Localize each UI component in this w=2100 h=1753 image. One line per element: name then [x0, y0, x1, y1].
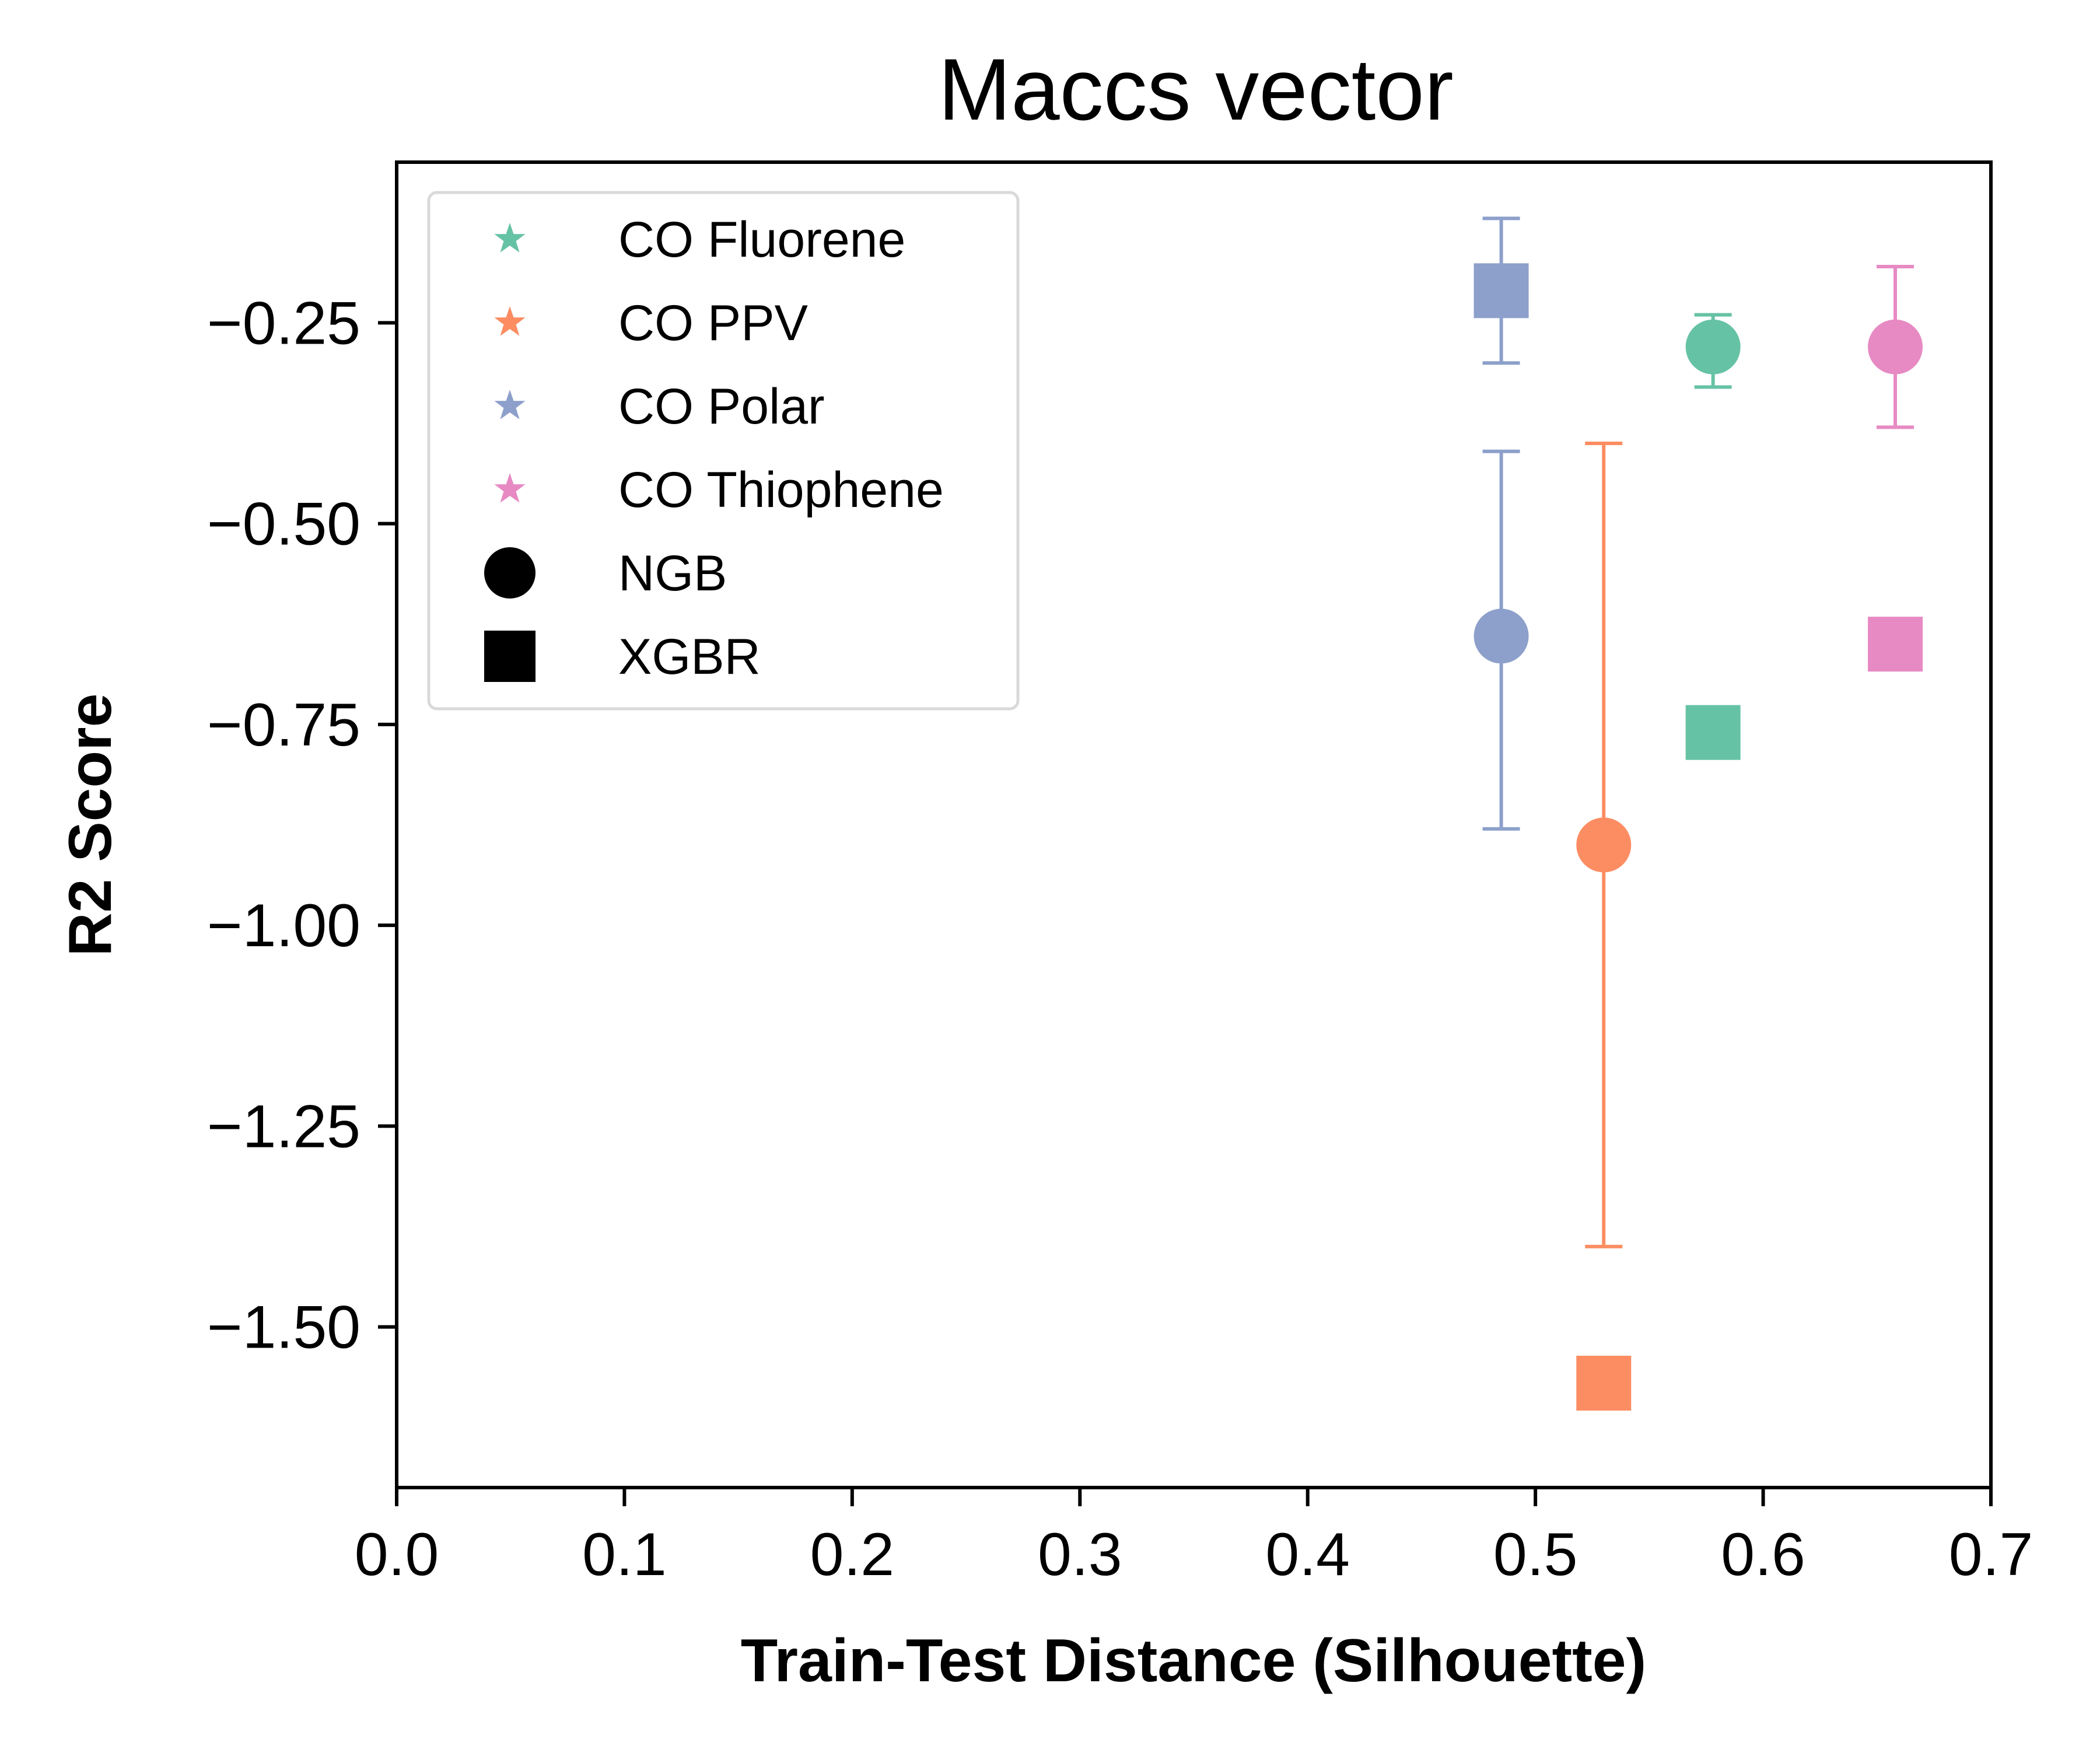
legend-label-co-fluorene: CO Fluorene [618, 212, 905, 268]
legend-star-co-ppv-icon [494, 306, 526, 336]
x-tick-label: 0.1 [582, 1521, 667, 1588]
legend-label-co-thiophene: CO Thiophene [618, 462, 944, 518]
data-markers [1474, 263, 1923, 1411]
plot-area-frame [395, 160, 1993, 1489]
y-tick-label: −1.25 [207, 1093, 360, 1160]
legend-square-icon [484, 631, 536, 682]
point-co-polar-ngb [1474, 608, 1529, 664]
error-bars [1482, 216, 1915, 1409]
chart-title: Maccs vector [938, 40, 1454, 138]
y-tick-label: −0.75 [207, 691, 360, 759]
legend-star-co-polar-icon [494, 390, 526, 419]
x-axis-label: Train-Test Distance (Silhouette) [741, 1627, 1647, 1695]
x-tick-label: 0.2 [810, 1521, 895, 1588]
y-tick-label: −0.50 [207, 491, 360, 558]
legend-box [427, 191, 1020, 711]
y-tick-label: −1.50 [207, 1294, 360, 1362]
y-axis-label: R2 Score [57, 694, 124, 957]
x-tick-label: 0.6 [1721, 1521, 1805, 1588]
y-axis-ticks: −0.25 −0.50 −0.75 −1.00 −1.25 −1.50 [207, 289, 397, 1362]
legend: CO Fluorene CO PPV CO Polar CO Thiophene NGB… [427, 191, 1020, 711]
y-tick-label: −0.25 [207, 289, 360, 357]
x-tick-label: 0.5 [1493, 1521, 1578, 1588]
legend-circle-icon [484, 547, 536, 599]
point-co-thiophene-ngb [1868, 319, 1923, 375]
x-tick-label: 0.7 [1949, 1521, 2034, 1588]
legend-star-co-thiophene-icon [494, 473, 526, 503]
point-co-ppv-ngb [1576, 817, 1632, 873]
point-co-fluorene-ngb [1685, 319, 1741, 375]
legend-star-co-fluorene-icon [494, 223, 526, 253]
x-tick-label: 0.0 [355, 1521, 439, 1588]
point-co-fluorene-xgbr [1685, 705, 1741, 760]
x-tick-label: 0.4 [1265, 1521, 1350, 1588]
legend-label-co-ppv: CO PPV [618, 295, 808, 351]
legend-label-xgbr: XGBR [618, 629, 761, 685]
point-co-thiophene-xgbr [1868, 617, 1923, 672]
y-tick-label: −1.00 [207, 892, 360, 960]
point-co-polar-xgbr [1474, 263, 1529, 319]
x-axis-ticks: 0.0 0.1 0.2 0.3 0.4 0.5 0.6 0.7 [355, 1488, 2034, 1588]
point-co-ppv-xgbr [1576, 1355, 1632, 1411]
legend-label-ngb: NGB [618, 545, 727, 601]
legend-label-co-polar: CO Polar [618, 379, 825, 435]
x-tick-label: 0.3 [1038, 1521, 1122, 1588]
